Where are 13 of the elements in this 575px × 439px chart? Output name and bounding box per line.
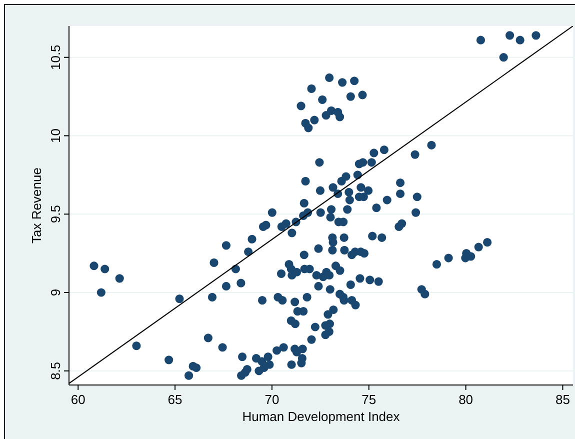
y-tick-label: 9.5 — [48, 205, 63, 224]
x-axis-title: Human Development Index — [242, 409, 400, 424]
y-tick-label: 10.5 — [48, 44, 63, 70]
x-tick-label: 65 — [168, 392, 182, 407]
y-axis-title: Tax Revenue — [29, 168, 44, 244]
x-tick-label: 80 — [458, 392, 474, 407]
x-tick-label: 75 — [362, 392, 376, 407]
x-tick-label: 60 — [70, 392, 86, 407]
x-tick-label: 85 — [555, 392, 570, 407]
y-tick-label: 8.5 — [48, 362, 63, 380]
y-tick-label: 9 — [48, 288, 63, 296]
x-tick-label: 70 — [264, 392, 280, 407]
y-tick-label: 10 — [48, 128, 63, 143]
